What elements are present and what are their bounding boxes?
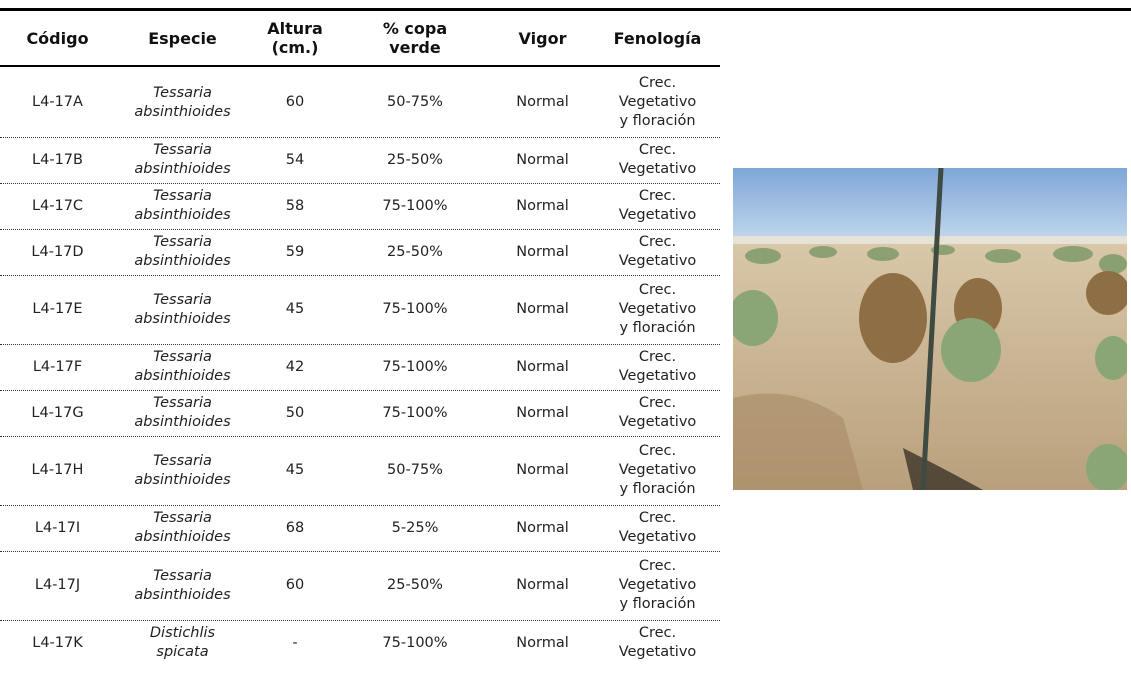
code-cell: L4-17D <box>31 243 84 260</box>
height-cell: 54 <box>285 151 305 168</box>
code-cell: L4-17K <box>32 634 83 651</box>
row-rule <box>0 344 720 345</box>
canopy-cell: 50-75% <box>387 94 443 110</box>
vigor-cell: Normal <box>516 577 569 593</box>
canopy-cell: 75-100% <box>382 404 448 421</box>
code-cell: L4-17B <box>32 151 83 168</box>
phenology-cell: Crec. Vegetativo <box>618 625 697 660</box>
species-cell: Tessaria absinthioides <box>134 452 231 488</box>
vigor-cell: Normal <box>516 94 569 110</box>
row-rule <box>0 183 720 184</box>
row-rule <box>0 137 720 138</box>
row-rule <box>0 390 720 391</box>
phenology-cell: Crec. Vegetativo y floración <box>618 558 697 612</box>
canopy-cell: 50-75% <box>387 462 443 478</box>
height-cell: 45 <box>285 301 305 317</box>
canopy-cell: 25-50% <box>387 243 443 260</box>
vigor-cell: Normal <box>516 404 569 421</box>
species-cell: Tessaria absinthioides <box>134 234 231 269</box>
height-cell: 59 <box>285 243 305 260</box>
row-rule <box>0 229 720 230</box>
height-cell: 60 <box>285 577 305 593</box>
code-cell: L4-17F <box>32 358 83 375</box>
vigor-cell: Normal <box>516 519 569 536</box>
row-rule <box>0 436 720 437</box>
row-rule <box>0 505 720 506</box>
column-header: Altura (cm.) <box>267 19 323 57</box>
column-header: Fenología <box>613 28 702 48</box>
phenology-cell: Crec. Vegetativo <box>618 142 697 177</box>
canopy-cell: 25-50% <box>387 151 443 168</box>
canopy-cell: 75-100% <box>382 301 448 317</box>
vigor-cell: Normal <box>516 151 569 168</box>
row-rule <box>0 620 720 621</box>
phenology-cell: Crec. Vegetativo y floración <box>618 282 697 336</box>
code-cell: L4-17C <box>31 197 84 214</box>
header-rule <box>0 65 720 67</box>
canopy-cell: 5-25% <box>391 519 439 536</box>
vigor-cell: Normal <box>516 301 569 317</box>
code-cell: L4-17H <box>31 462 84 478</box>
vigor-cell: Normal <box>516 634 569 651</box>
canopy-cell: 25-50% <box>387 577 443 593</box>
species-cell: Tessaria absinthioides <box>134 84 231 120</box>
vigor-cell: Normal <box>516 243 569 260</box>
code-cell: L4-17I <box>34 519 81 536</box>
height-cell: 45 <box>285 462 305 478</box>
column-header: Vigor <box>518 28 567 48</box>
row-rule <box>0 275 720 276</box>
phenology-cell: Crec. Vegetativo y floración <box>618 443 697 497</box>
phenology-cell: Crec. Vegetativo <box>618 188 697 223</box>
species-cell: Distichlis spicata <box>149 625 216 660</box>
phenology-cell: Crec. Vegetativo <box>618 510 697 545</box>
phenology-cell: Crec. Vegetativo <box>618 349 697 384</box>
species-cell: Tessaria absinthioides <box>134 142 231 177</box>
phenology-cell: Crec. Vegetativo y floración <box>618 75 697 129</box>
row-rule <box>0 551 720 552</box>
species-cell: Tessaria absinthioides <box>134 188 231 223</box>
phenology-cell: Crec. Vegetativo <box>618 234 697 269</box>
code-cell: L4-17E <box>32 301 83 317</box>
species-cell: Tessaria absinthioides <box>134 567 231 603</box>
top-rule <box>0 8 1131 11</box>
phenology-cell: Crec. Vegetativo <box>618 395 697 430</box>
species-cell: Tessaria absinthioides <box>134 349 231 384</box>
height-cell: 68 <box>285 519 305 536</box>
canopy-cell: 75-100% <box>382 634 448 651</box>
vigor-cell: Normal <box>516 358 569 375</box>
vigor-cell: Normal <box>516 197 569 214</box>
height-cell: 42 <box>285 358 305 375</box>
column-header: Especie <box>148 28 217 48</box>
column-header: Código <box>26 28 89 48</box>
species-cell: Tessaria absinthioides <box>134 291 231 327</box>
field-photo <box>733 168 1127 490</box>
column-header: % copa verde <box>382 19 448 57</box>
code-cell: L4-17G <box>31 404 84 421</box>
species-cell: Tessaria absinthioides <box>134 395 231 430</box>
vigor-cell: Normal <box>516 462 569 478</box>
code-cell: L4-17A <box>32 94 83 110</box>
height-cell: 60 <box>285 94 305 110</box>
height-cell: 58 <box>285 197 305 214</box>
code-cell: L4-17J <box>34 577 81 593</box>
canopy-cell: 75-100% <box>382 197 448 214</box>
height-cell: - <box>292 634 298 651</box>
species-cell: Tessaria absinthioides <box>134 510 231 545</box>
canopy-cell: 75-100% <box>382 358 448 375</box>
height-cell: 50 <box>285 404 305 421</box>
